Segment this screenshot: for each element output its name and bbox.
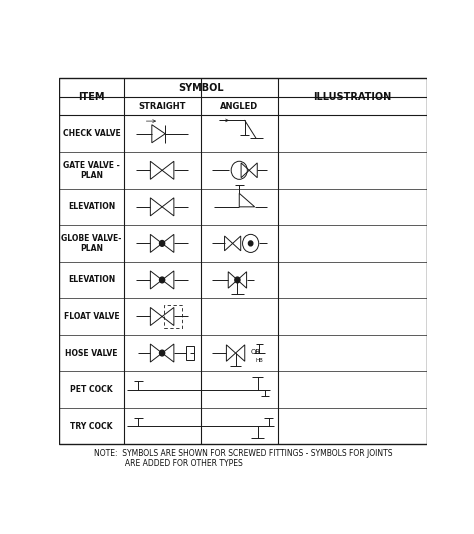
Circle shape [235, 277, 240, 283]
Text: HOSE VALVE: HOSE VALVE [65, 349, 118, 358]
Text: ELEVATION: ELEVATION [68, 276, 115, 285]
Text: ILLUSTRATION: ILLUSTRATION [313, 92, 392, 102]
Text: GATE VALVE -
PLAN: GATE VALVE - PLAN [63, 161, 120, 180]
Text: HB: HB [255, 358, 264, 363]
Circle shape [160, 240, 164, 246]
Text: ITEM: ITEM [78, 92, 105, 102]
Circle shape [160, 350, 164, 356]
Bar [186, 347, 194, 359]
Circle shape [248, 241, 253, 246]
Circle shape [160, 277, 164, 283]
Text: ELEVATION: ELEVATION [68, 202, 115, 211]
Text: NOTE:  SYMBOLS ARE SHOWN FOR SCREWED FITTINGS - SYMBOLS FOR JOINTS
             : NOTE: SYMBOLS ARE SHOWN FOR SCREWED FITT… [94, 449, 392, 468]
Text: FLOAT VALVE: FLOAT VALVE [64, 312, 119, 321]
Text: ANGLED: ANGLED [220, 101, 258, 111]
Text: STRAIGHT: STRAIGHT [138, 101, 186, 111]
Text: OR: OR [250, 349, 260, 355]
Bar [164, 305, 182, 328]
Text: PET COCK: PET COCK [70, 385, 113, 394]
Text: GLOBE VALVE-
PLAN: GLOBE VALVE- PLAN [61, 234, 121, 253]
Text: TRY COCK: TRY COCK [70, 422, 113, 430]
Text: SYMBOL: SYMBOL [178, 83, 224, 93]
Text: CHECK VALVE: CHECK VALVE [63, 129, 120, 138]
